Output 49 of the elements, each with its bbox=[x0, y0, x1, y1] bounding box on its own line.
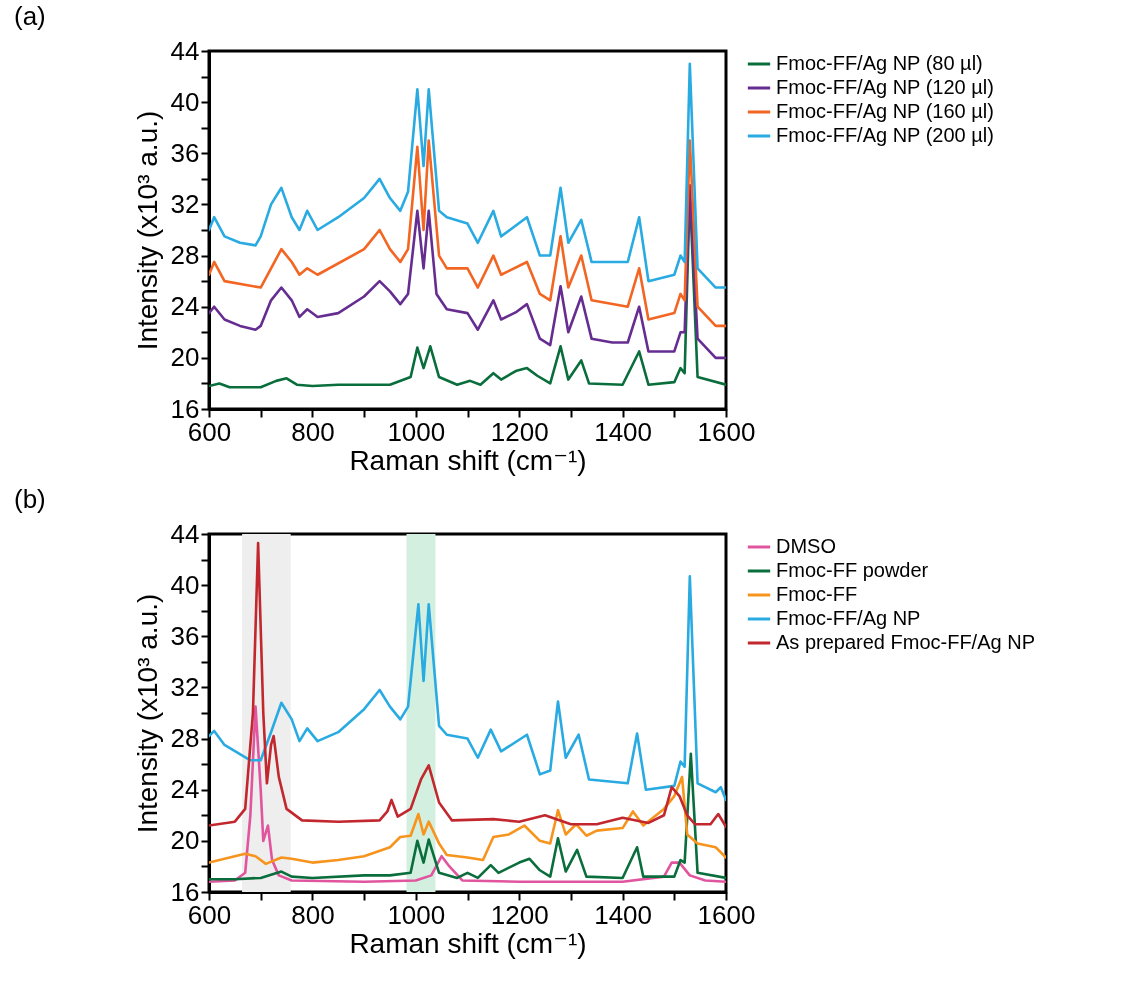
legend-label: Fmoc-FF/Ag NP (200 µl) bbox=[776, 124, 994, 146]
legend-label: Fmoc-FF bbox=[776, 583, 858, 605]
legend-label: Fmoc-FF/Ag NP (120 µl) bbox=[776, 76, 994, 98]
line-series bbox=[209, 752, 726, 881]
x-tick-label: 1600 bbox=[697, 899, 756, 930]
y-axis-title: Intensity (x10³ a.u.) bbox=[131, 593, 163, 834]
legend-label: Fmoc-FF/Ag NP bbox=[776, 607, 921, 629]
y-tick-label: 20 bbox=[170, 825, 200, 856]
x-tick-label: 1200 bbox=[490, 416, 549, 447]
line-series bbox=[209, 541, 726, 829]
y-axis-title: Intensity (x10³ a.u.) bbox=[131, 110, 163, 351]
line-series bbox=[209, 705, 726, 884]
line-series bbox=[209, 183, 726, 360]
y-tick-label: 36 bbox=[170, 137, 200, 168]
x-tick-label: 800 bbox=[291, 416, 335, 447]
line-series bbox=[209, 139, 726, 328]
y-tick-label: 24 bbox=[170, 291, 200, 322]
y-tick-label: 32 bbox=[170, 188, 200, 219]
legend-label: Fmoc-FF powder bbox=[776, 559, 929, 581]
y-tick-label: 44 bbox=[170, 35, 200, 66]
chart-title: (b) bbox=[14, 484, 46, 514]
line-series bbox=[209, 62, 726, 289]
x-tick-label: 1200 bbox=[490, 899, 549, 930]
y-tick-label: 36 bbox=[170, 620, 200, 651]
y-tick-label: 28 bbox=[170, 240, 200, 271]
legend-label: Fmoc-FF/Ag NP (160 µl) bbox=[776, 100, 994, 122]
x-axis-title: Raman shift (cm⁻¹) bbox=[349, 444, 587, 476]
x-axis-title: Raman shift (cm⁻¹) bbox=[349, 927, 587, 959]
legend-label: Fmoc-FF/Ag NP (80 µl) bbox=[776, 52, 983, 74]
x-tick-label: 1000 bbox=[387, 899, 446, 930]
y-tick-label: 40 bbox=[170, 569, 200, 600]
y-tick-label: 16 bbox=[170, 393, 200, 424]
legend-label: As prepared Fmoc-FF/Ag NP bbox=[776, 631, 1035, 653]
x-tick-label: 1400 bbox=[594, 899, 653, 930]
x-tick-label: 1000 bbox=[387, 416, 446, 447]
y-tick-label: 32 bbox=[170, 671, 200, 702]
chart-title: (a) bbox=[14, 1, 46, 31]
line-series bbox=[209, 775, 726, 866]
y-tick-label: 20 bbox=[170, 342, 200, 373]
line-series bbox=[209, 574, 726, 802]
y-tick-label: 40 bbox=[170, 86, 200, 117]
y-tick-label: 16 bbox=[170, 876, 200, 907]
y-tick-label: 24 bbox=[170, 774, 200, 805]
x-tick-label: 1600 bbox=[697, 416, 756, 447]
x-tick-label: 1400 bbox=[594, 416, 653, 447]
x-tick-label: 800 bbox=[291, 899, 335, 930]
legend-label: DMSO bbox=[776, 535, 836, 557]
y-tick-label: 28 bbox=[170, 723, 200, 754]
y-tick-label: 44 bbox=[170, 518, 200, 549]
